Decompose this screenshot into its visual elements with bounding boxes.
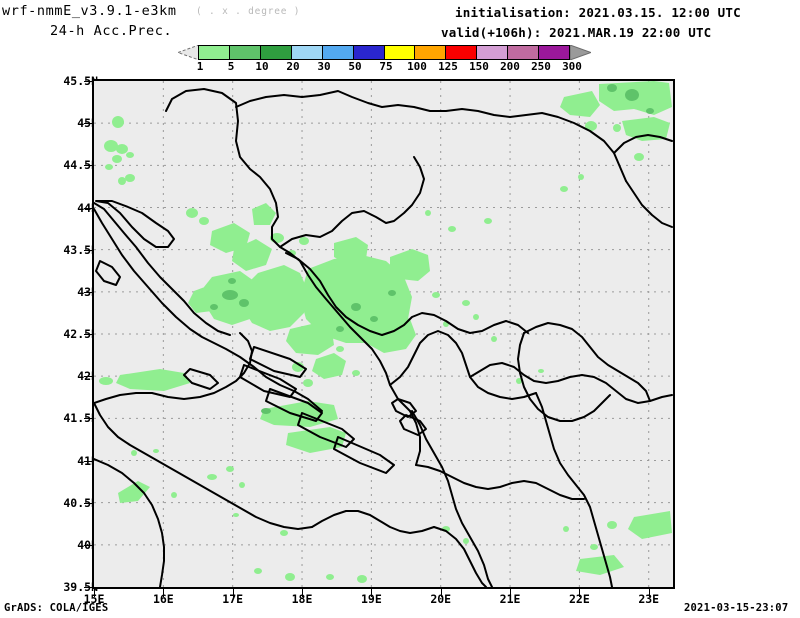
colorbar-segment	[321, 46, 353, 59]
colorbar-tick: 1	[196, 60, 204, 73]
valid-time: valid(+106h): 2021.MAR.19 22:00 UTC	[441, 25, 712, 40]
colorbar-tick: 125	[438, 60, 458, 73]
y-axis-tick-label: 41.5N	[63, 411, 98, 426]
colorbar-tick: 20	[286, 60, 300, 73]
y-axis-tick-label: 42.5N	[63, 327, 98, 341]
x-axis-tick-label: 18E	[291, 592, 313, 606]
field-title: 24-h Acc.Prec.	[50, 23, 173, 39]
colorbar-under-cap	[178, 45, 199, 60]
y-axis-tick-mark	[84, 544, 92, 546]
x-axis-tick-mark	[579, 589, 581, 597]
colorbar-segment	[538, 46, 570, 59]
colorbar-over-cap	[570, 45, 591, 60]
x-axis-tick-label: 16E	[152, 592, 174, 606]
colorbar-tick: 75	[379, 60, 393, 73]
colorbar-segment	[352, 46, 384, 59]
colorbar-tick: 300	[562, 60, 582, 73]
x-axis-tick-label: 19E	[360, 592, 382, 606]
x-axis-tick-label: 22E	[568, 592, 590, 606]
x-axis-tick-mark	[510, 589, 512, 597]
x-axis-tick-label: 17E	[222, 592, 244, 606]
grads-credit: GrADS: COLA/IGES	[4, 602, 109, 614]
x-axis-tick-mark	[302, 589, 304, 597]
colorbar-tick: 50	[348, 60, 362, 73]
model-resolution-ghost-text: ( . x . degree )	[196, 6, 301, 17]
colorbar-tick: 150	[469, 60, 489, 73]
y-axis-tick-mark	[84, 587, 92, 588]
colorbar-tick: 10	[255, 60, 269, 73]
y-axis-tick-mark	[84, 502, 92, 504]
y-axis-tick-mark	[84, 249, 92, 251]
precipitation-field	[99, 81, 672, 583]
y-axis-tick-label: 45.5N	[63, 74, 98, 88]
colorbar-tick: 5	[227, 60, 235, 73]
x-axis-tick-mark	[440, 589, 442, 597]
y-axis-tick-mark	[84, 207, 92, 209]
colorbar-segment	[383, 46, 415, 59]
x-axis-tick-label: 21E	[499, 592, 521, 606]
y-axis-tick-mark	[84, 123, 92, 125]
x-axis-tick-mark	[94, 589, 95, 597]
x-axis-tick-mark	[371, 589, 373, 597]
x-axis-tick-label: 15E	[83, 592, 105, 606]
colorbar-segment	[414, 46, 446, 59]
x-axis-tick-mark	[163, 589, 165, 597]
y-axis-tick-label: 40.5N	[63, 495, 98, 510]
colorbar-segment	[445, 46, 477, 59]
colorbar-segment	[290, 46, 322, 59]
y-axis-tick-label: 44.5N	[63, 158, 98, 173]
colorbar-tick: 200	[500, 60, 520, 73]
colorbar-tick: 250	[531, 60, 551, 73]
colorbar-segment	[507, 46, 539, 59]
colorbar-segment	[228, 46, 260, 59]
y-axis-tick-mark	[84, 460, 92, 462]
colorbar-tick: 100	[407, 60, 427, 73]
y-axis-tick-label: 39.5N	[63, 580, 98, 594]
map-plot-area[interactable]	[92, 79, 675, 589]
y-axis-tick-mark	[84, 334, 92, 335]
colorbar-segment	[476, 46, 508, 59]
y-axis-tick-mark	[84, 376, 92, 378]
x-axis-tick-mark	[648, 589, 650, 597]
initialisation-time: initialisation: 2021.03.15. 12:00 UTC	[455, 5, 741, 20]
colorbar-segment	[199, 46, 229, 59]
y-axis-tick-mark	[84, 165, 92, 167]
y-axis-tick-mark	[84, 81, 92, 82]
colorbar-segments	[198, 45, 570, 60]
colorbar-segment	[259, 46, 291, 59]
colorbar-tick: 30	[317, 60, 331, 73]
x-axis-tick-label: 23E	[638, 592, 660, 606]
y-axis-tick-label: 43.5N	[63, 242, 98, 257]
y-axis-tick-mark	[84, 418, 92, 420]
coastlines-and-borders	[94, 88, 673, 587]
x-axis-tick-mark	[232, 589, 234, 597]
x-axis-tick-label: 20E	[430, 592, 452, 606]
colorbar: 1 5 10 20 30 50 75 100 125 150 200 250 300	[178, 45, 598, 73]
y-axis-tick-mark	[84, 291, 92, 293]
model-title: wrf-nmmE_v3.9.1-e3km	[2, 3, 177, 19]
render-timestamp: 2021-03-15-23:07	[684, 602, 789, 614]
